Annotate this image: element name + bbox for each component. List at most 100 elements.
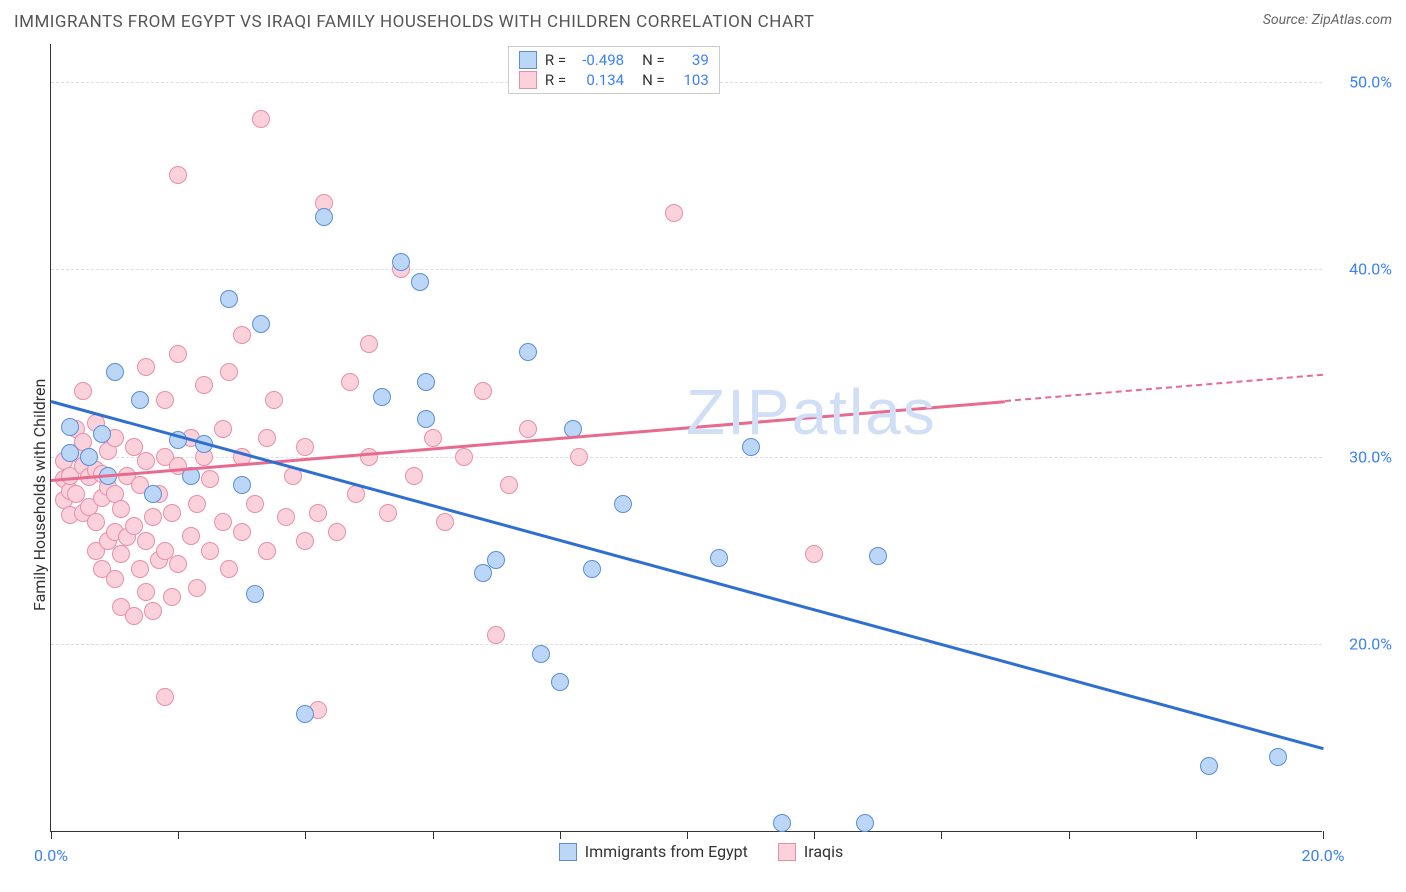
egypt-point <box>487 551 505 569</box>
xtick <box>814 831 815 839</box>
egypt-point <box>296 705 314 723</box>
egypt-point <box>583 560 601 578</box>
legend-swatch-icon <box>519 71 537 89</box>
iraqi-point <box>137 583 155 601</box>
egypt-point <box>411 273 429 291</box>
iraqi-point <box>106 570 124 588</box>
egypt-point <box>315 208 333 226</box>
legend-series-item-egypt: Immigrants from Egypt <box>559 842 748 861</box>
iraqi-point <box>156 688 174 706</box>
egypt-point <box>220 290 238 308</box>
iraqi-point <box>379 504 397 522</box>
iraqi-point <box>519 420 537 438</box>
iraqi-point <box>144 602 162 620</box>
iraqi-point <box>74 382 92 400</box>
iraqi-point <box>214 420 232 438</box>
iraqi-point <box>201 542 219 560</box>
egypt-point <box>417 410 435 428</box>
egypt-point <box>106 363 124 381</box>
iraqi-point <box>309 504 327 522</box>
iraqi-point <box>125 607 143 625</box>
egypt-point <box>710 549 728 567</box>
egypt-point <box>614 495 632 513</box>
iraqi-point <box>277 508 295 526</box>
egypt-point <box>93 425 111 443</box>
legend-r-label: R = <box>545 71 566 89</box>
xtick <box>1069 831 1070 839</box>
iraqi-point <box>500 476 518 494</box>
xtick <box>178 831 179 839</box>
legend-r-value: -0.498 <box>574 51 624 69</box>
iraqi-point <box>487 626 505 644</box>
xtick-label: 20.0% <box>1302 846 1345 865</box>
iraqi-point <box>125 517 143 535</box>
plot-area: 20.0%30.0%40.0%50.0%0.0%20.0% <box>50 44 1322 832</box>
legend-r-label: R = <box>545 51 566 69</box>
iraqi-point <box>258 542 276 560</box>
xtick <box>1323 831 1324 839</box>
legend-series: Immigrants from Egypt Iraqis <box>559 842 843 861</box>
egypt-point <box>61 418 79 436</box>
iraqi-point <box>163 504 181 522</box>
xtick <box>687 831 688 839</box>
iraqi-point <box>201 470 219 488</box>
iraqi-point <box>131 560 149 578</box>
title-bar: IMMIGRANTS FROM EGYPT VS IRAQI FAMILY HO… <box>14 12 1392 32</box>
iraqi-point <box>195 376 213 394</box>
egypt-point <box>131 391 149 409</box>
iraqi-point <box>252 110 270 128</box>
ytick-label: 20.0% <box>1332 635 1392 654</box>
iraqi-point <box>220 363 238 381</box>
egypt-point <box>144 485 162 503</box>
iraqi-point <box>233 326 251 344</box>
iraqi-point <box>474 382 492 400</box>
iraqi-point <box>258 429 276 447</box>
legend-series-label: Iraqis <box>804 842 843 861</box>
iraqi-point <box>424 429 442 447</box>
egypt-point <box>869 547 887 565</box>
iraqi-point <box>169 345 187 363</box>
egypt-point <box>61 444 79 462</box>
iraqi-point <box>169 555 187 573</box>
iraqi-point <box>137 358 155 376</box>
legend-n-label: N = <box>642 71 665 89</box>
gridline-h <box>51 644 1322 645</box>
iraqi-point <box>296 438 314 456</box>
source-credit: Source: ZipAtlas.com <box>1263 12 1392 28</box>
legend-swatch-icon <box>778 843 796 861</box>
egypt-point <box>742 438 760 456</box>
legend-stats: R =-0.498N =39R =0.134N =103 <box>508 46 720 94</box>
egypt-point <box>417 373 435 391</box>
iraqi-point <box>296 532 314 550</box>
iraqi-point <box>137 532 155 550</box>
legend-stats-row-iraqi: R = 0.134 N = 103 <box>519 71 709 89</box>
legend-r-value: 0.134 <box>574 71 624 89</box>
egypt-point <box>773 814 791 832</box>
chart-title: IMMIGRANTS FROM EGYPT VS IRAQI FAMILY HO… <box>14 12 815 32</box>
egypt-point <box>252 315 270 333</box>
egypt-point <box>856 814 874 832</box>
iraqi-point <box>805 545 823 563</box>
iraqi-point <box>360 448 378 466</box>
xtick <box>1196 831 1197 839</box>
iraqi-point <box>220 560 238 578</box>
xtick-label: 0.0% <box>34 846 68 865</box>
iraqi-point <box>360 335 378 353</box>
iraqi-point <box>436 513 454 531</box>
iraqi-point <box>405 467 423 485</box>
iraqi-point <box>570 448 588 466</box>
iraqi-point <box>246 495 264 513</box>
egypt-point <box>373 388 391 406</box>
iraqi-point <box>163 588 181 606</box>
egypt-point <box>1200 757 1218 775</box>
legend-stats-row-egypt: R =-0.498N =39 <box>519 51 709 69</box>
iraqi-point <box>87 513 105 531</box>
egypt-point <box>80 448 98 466</box>
legend-n-value: 103 <box>673 71 709 89</box>
egypt-point <box>551 673 569 691</box>
legend-swatch-icon <box>559 843 577 861</box>
iraqi-point <box>156 391 174 409</box>
xtick <box>305 831 306 839</box>
iraqi-point <box>112 500 130 518</box>
egypt-trend <box>51 401 1324 751</box>
